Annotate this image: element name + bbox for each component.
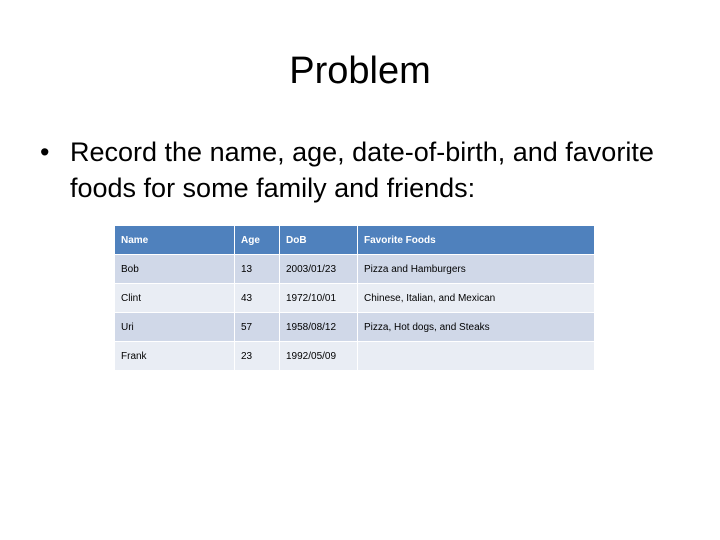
cell-favorite-foods: Pizza, Hot dogs, and Steaks [357,312,595,342]
cell-name: Frank [114,341,235,371]
cell-age: 57 [234,312,280,342]
cell-age: 23 [234,341,280,371]
table-header-row: Name Age DoB Favorite Foods [114,225,595,255]
cell-age: 13 [234,254,280,284]
people-table: Name Age DoB Favorite Foods Bob 13 2003/… [114,225,595,371]
cell-age: 43 [234,283,280,313]
header-dob: DoB [279,225,358,255]
cell-name: Bob [114,254,235,284]
table-row: Frank 23 1992/05/09 [114,341,595,371]
cell-dob: 1958/08/12 [279,312,358,342]
cell-favorite-foods: Chinese, Italian, and Mexican [357,283,595,313]
bullet-text: Record the name, age, date-of-birth, and… [70,137,654,203]
cell-favorite-foods: Pizza and Hamburgers [357,254,595,284]
table-row: Clint 43 1972/10/01 Chinese, Italian, an… [114,283,595,313]
header-age: Age [234,225,280,255]
cell-dob: 1992/05/09 [279,341,358,371]
header-favorite-foods: Favorite Foods [357,225,595,255]
cell-dob: 1972/10/01 [279,283,358,313]
bullet-marker: • [40,137,50,167]
cell-favorite-foods [357,341,595,371]
cell-dob: 2003/01/23 [279,254,358,284]
bullet-point: • Record the name, age, date-of-birth, a… [40,134,660,206]
slide-title: Problem [289,50,431,92]
table-row: Bob 13 2003/01/23 Pizza and Hamburgers [114,254,595,284]
header-name: Name [114,225,235,255]
table-row: Uri 57 1958/08/12 Pizza, Hot dogs, and S… [114,312,595,342]
cell-name: Clint [114,283,235,313]
cell-name: Uri [114,312,235,342]
